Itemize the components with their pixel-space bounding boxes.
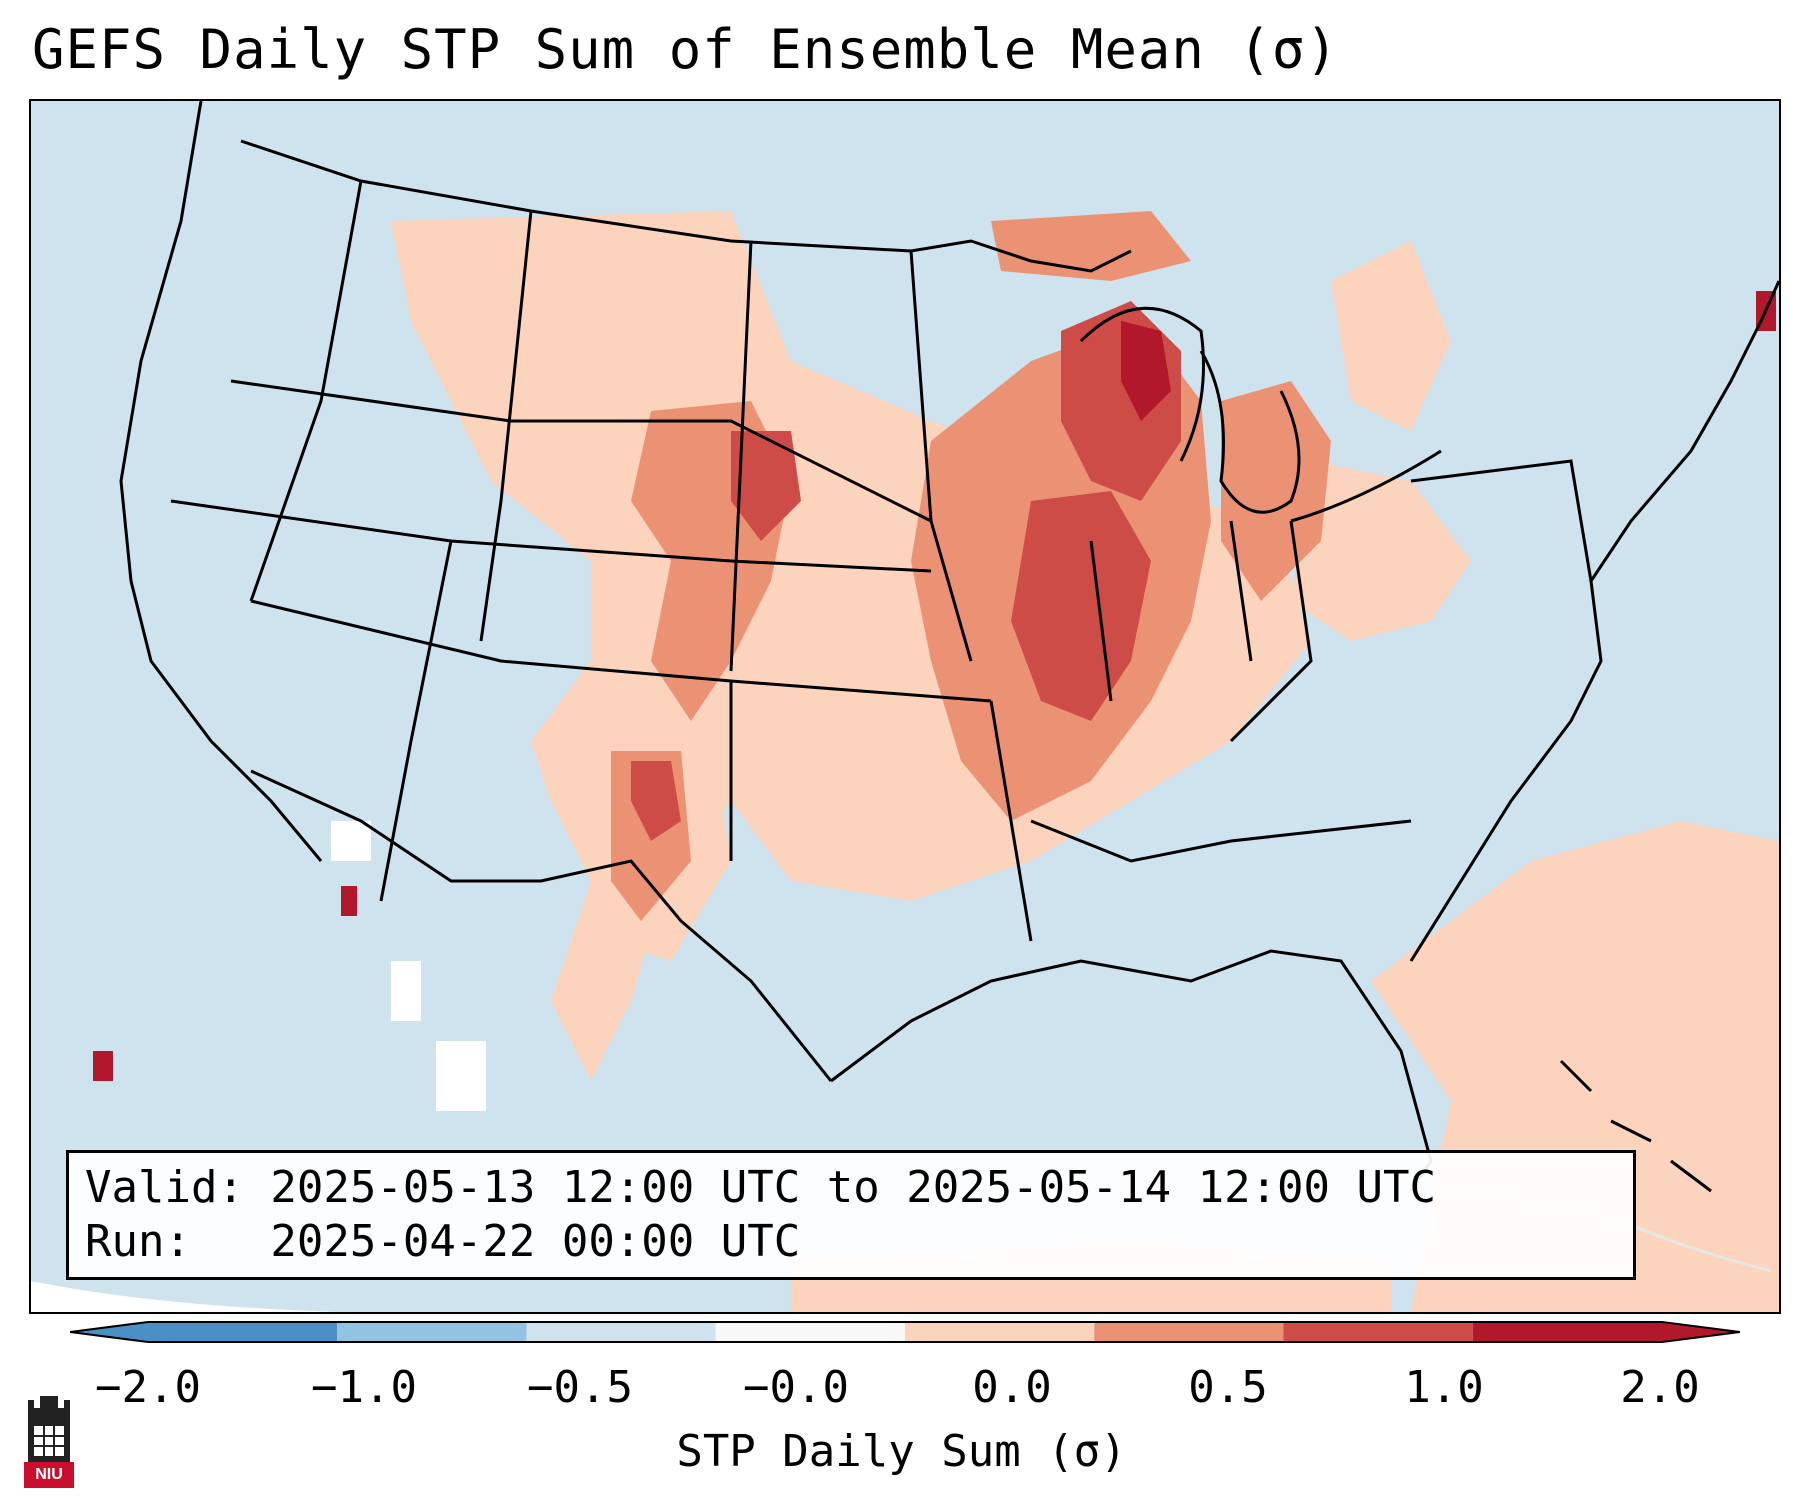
colorbar-tick-label: 1.0 [1404, 1362, 1484, 1413]
anomaly-area-michigan [1221, 381, 1331, 601]
run-line: Run: 2025-04-22 00:00 UTC [85, 1216, 801, 1267]
niu-logo-text: NIU [35, 1466, 63, 1483]
neutral-cell-1 [436, 1041, 486, 1111]
us-mexico-border [250, 769, 833, 1082]
niu-logo: NIU [20, 1390, 78, 1490]
colorbar-segment [1472, 1322, 1740, 1342]
anomaly-cell-baja [341, 886, 357, 916]
colorbar-tick-label: −1.0 [311, 1362, 417, 1413]
anomaly-layer-neutral [31, 821, 571, 1312]
neutral-edge-area [31, 1281, 571, 1312]
anomaly-area-nm-core [631, 761, 681, 841]
colorbar-tick-label: −0.0 [743, 1362, 849, 1413]
anomaly-area-iowa-illinois [1011, 491, 1151, 721]
valid-time-box: Valid: 2025-05-13 12:00 UTC to 2025-05-1… [66, 1150, 1636, 1280]
colorbar-segment [1094, 1322, 1284, 1342]
colorbar-tick-label: 2.0 [1620, 1362, 1700, 1413]
colorbar-segment [70, 1322, 338, 1342]
anomaly-cell-mexico [93, 1051, 113, 1081]
niu-logo-icon [24, 1396, 74, 1488]
map-svg [31, 101, 1779, 1312]
anomaly-area-wisconsin-core [1121, 321, 1171, 421]
map-panel[interactable] [29, 99, 1781, 1314]
gulf-coast [830, 949, 1433, 1192]
colorbar-tick-label: −0.5 [527, 1362, 633, 1413]
page-title: GEFS Daily STP Sum of Ensemble Mean (σ) [32, 18, 1339, 81]
colorbar-tick-label: 0.0 [972, 1362, 1052, 1413]
neutral-cell-2 [391, 961, 421, 1021]
valid-line: Valid: 2025-05-13 12:00 UTC to 2025-05-1… [85, 1162, 1437, 1213]
colorbar-tick-label: 0.5 [1188, 1362, 1268, 1413]
colorbar-segment [715, 1322, 905, 1342]
colorbar-svg [69, 1321, 1741, 1343]
anomaly-area-kansas [731, 431, 801, 541]
colorbar-segment [905, 1322, 1095, 1342]
anomaly-area-northeast [1331, 241, 1451, 431]
us-west-coast [119, 101, 323, 862]
political-borders [119, 101, 1779, 1192]
neutral-cell-3 [331, 821, 371, 861]
colorbar-tick-label: −2.0 [95, 1362, 201, 1413]
great-lakes-outline [1079, 306, 1442, 523]
anomaly-layer-extreme [93, 291, 1776, 1081]
colorbar [69, 1318, 1741, 1350]
colorbar-label: STP Daily Sum (σ) [676, 1426, 1127, 1477]
bahamas-outline [1559, 1059, 1712, 1193]
interior-borders [170, 180, 1593, 942]
colorbar-segment [337, 1322, 527, 1342]
colorbar-segment [526, 1322, 716, 1342]
colorbar-segment [1283, 1322, 1473, 1342]
